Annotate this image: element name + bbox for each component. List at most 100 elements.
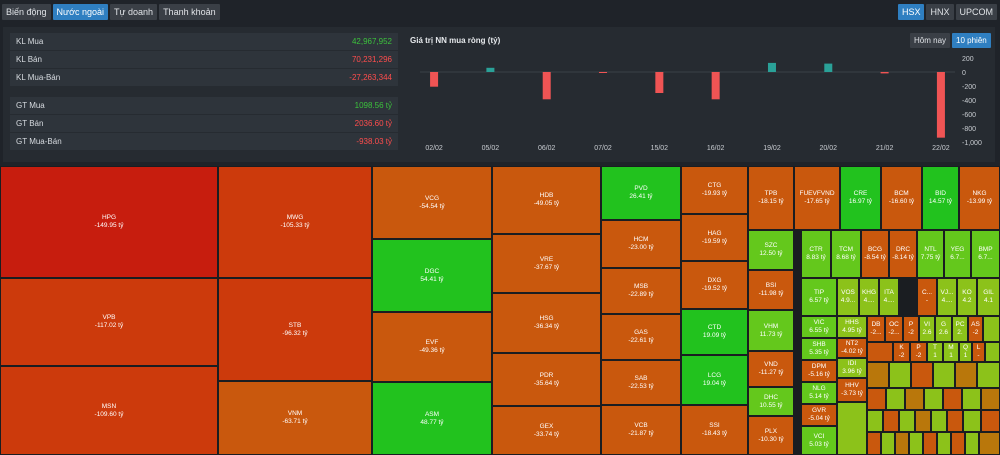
treemap-cell-bcg[interactable]: BCG -8.54 tỷ — [861, 230, 889, 278]
tab-tu-doanh[interactable]: Tự doanh — [110, 4, 158, 20]
treemap-cell-vic[interactable]: VIC 6.55 tỷ — [801, 316, 837, 338]
treemap-cell[interactable] — [889, 362, 911, 388]
treemap-cell[interactable] — [937, 432, 951, 455]
treemap-cell[interactable] — [909, 432, 923, 455]
treemap-cell-vcg[interactable]: VCG -54.54 tỷ — [372, 166, 492, 239]
treemap-cell-szc[interactable]: SZC 12.50 tỷ — [748, 230, 794, 270]
treemap-cell[interactable] — [933, 362, 955, 388]
treemap-cell-evf[interactable]: EVF -49.36 tỷ — [372, 312, 492, 382]
treemap-cell-vcb[interactable]: VCB -21.87 tỷ — [601, 405, 681, 455]
treemap-cell-ko[interactable]: KO 4.2 — [957, 278, 977, 316]
treemap-cell-ita[interactable]: ITA 4.... — [879, 278, 899, 316]
treemap-cell-ntl[interactable]: NTL 7.75 tỷ — [917, 230, 944, 278]
treemap-cell[interactable] — [867, 410, 883, 432]
treemap-cell-fuevfvnd[interactable]: FUEVFVND -17.65 tỷ — [794, 166, 840, 230]
exchange-tab-upcom[interactable]: UPCOM — [955, 4, 997, 20]
treemap-cell[interactable] — [955, 362, 977, 388]
range-button-10-phien[interactable]: 10 phiên — [952, 33, 991, 48]
treemap-cell-msb[interactable]: MSB -22.89 tỷ — [601, 268, 681, 314]
treemap-cell-pdr[interactable]: PDR -35.64 tỷ — [492, 353, 601, 406]
treemap-cell-dxg[interactable]: DXG -19.52 tỷ — [681, 261, 748, 309]
treemap-cell[interactable] — [886, 388, 905, 410]
treemap-cell-dpm[interactable]: DPM -5.16 tỷ — [801, 360, 837, 382]
treemap-cell-sab[interactable]: SAB -22.53 tỷ — [601, 360, 681, 405]
treemap-cell-tpb[interactable]: TPB -18.15 tỷ — [748, 166, 794, 230]
treemap-cell-k[interactable]: K -2 — [893, 342, 910, 362]
treemap-cell-ctg[interactable]: CTG -19.93 tỷ — [681, 166, 748, 214]
treemap-cell-ctr[interactable]: CTR 8.83 tỷ — [801, 230, 831, 278]
treemap-cell-hpg[interactable]: HPG -149.95 tỷ — [0, 166, 218, 278]
treemap-cell[interactable] — [962, 388, 981, 410]
treemap-cell[interactable] — [979, 432, 1000, 455]
tab-nuoc-ngoai[interactable]: Nước ngoài — [52, 4, 108, 20]
treemap-cell-hcm[interactable]: HCM -23.00 tỷ — [601, 220, 681, 268]
treemap-cell[interactable] — [867, 342, 893, 362]
treemap-cell[interactable] — [985, 342, 1000, 362]
treemap-cell-vpb[interactable]: VPB -117.02 tỷ — [0, 278, 218, 366]
treemap-cell[interactable] — [943, 388, 962, 410]
treemap-cell[interactable] — [981, 388, 1000, 410]
treemap-cell[interactable] — [895, 432, 909, 455]
treemap-cell-nt2[interactable]: NT2 -4.02 tỷ — [837, 338, 867, 358]
treemap-cell[interactable] — [931, 410, 947, 432]
treemap-cell-vhm[interactable]: VHM 11.73 tỷ — [748, 310, 794, 351]
treemap-cell-asm[interactable]: ASM 48.77 tỷ — [372, 382, 492, 455]
treemap-cell-bsi[interactable]: BSI -11.98 tỷ — [748, 270, 794, 310]
treemap-cell-gas[interactable]: GAS -22.61 tỷ — [601, 314, 681, 360]
treemap-cell[interactable] — [899, 410, 915, 432]
tab-thanh-khoan[interactable]: Thanh khoản — [159, 4, 220, 20]
treemap-cell-vi[interactable]: VI 2.6 — [919, 316, 935, 342]
exchange-tab-hnx[interactable]: HNX — [926, 4, 954, 20]
treemap-cell-tip[interactable]: TIP 6.57 tỷ — [801, 278, 837, 316]
treemap-cell-tcm[interactable]: TCM 8.68 tỷ — [831, 230, 861, 278]
treemap-cell[interactable] — [915, 410, 931, 432]
treemap-cell-drc[interactable]: DRC -8.14 tỷ — [889, 230, 917, 278]
treemap-cell[interactable] — [983, 316, 1000, 342]
treemap-cell-vnm[interactable]: VNM -63.71 tỷ — [218, 381, 372, 455]
treemap-cell-shb[interactable]: SHB 5.35 tỷ — [801, 338, 837, 360]
treemap-cell-gvr[interactable]: GVR -5.04 tỷ — [801, 404, 837, 426]
treemap-cell[interactable] — [947, 410, 963, 432]
treemap-cell[interactable] — [923, 432, 937, 455]
treemap-cell-yeg[interactable]: YEG 6.7... — [944, 230, 971, 278]
tab-bien-dong[interactable]: Biến động — [2, 4, 51, 20]
treemap-cell-hdb[interactable]: HDB -49.05 tỷ — [492, 166, 601, 234]
treemap-cell-vos[interactable]: VOS 4.9... — [837, 278, 859, 316]
exchange-tab-hsx[interactable]: HSX — [897, 4, 925, 20]
treemap-cell[interactable] — [837, 402, 867, 455]
treemap-cell-vj[interactable]: VJ... 4.... — [937, 278, 957, 316]
treemap-cell-pc[interactable]: PC 2. — [952, 316, 968, 342]
treemap-cell-bmp[interactable]: BMP 6.7... — [971, 230, 1000, 278]
treemap-cell[interactable] — [883, 410, 899, 432]
treemap-cell-ssi[interactable]: SSI -18.43 tỷ — [681, 405, 748, 455]
treemap-cell-mwg[interactable]: MWG -105.33 tỷ — [218, 166, 372, 278]
treemap-cell-c[interactable]: C... - — [917, 278, 937, 316]
treemap-cell[interactable] — [924, 388, 943, 410]
treemap-cell-stb[interactable]: STB -96.32 tỷ — [218, 278, 372, 381]
treemap-cell-p[interactable]: P -2 — [910, 342, 927, 362]
treemap-cell-gex[interactable]: GEX -33.74 tỷ — [492, 406, 601, 455]
treemap-cell-oc[interactable]: OC -2... — [885, 316, 903, 342]
treemap-cell-nlg[interactable]: NLG 5.14 tỷ — [801, 382, 837, 404]
treemap-cell-bcm[interactable]: BCM -16.60 tỷ — [881, 166, 922, 230]
treemap-cell-cre[interactable]: CRE 16.97 tỷ — [840, 166, 881, 230]
treemap-cell[interactable] — [977, 362, 1000, 388]
treemap-cell-db[interactable]: DB -2... — [867, 316, 885, 342]
treemap-cell[interactable] — [905, 388, 924, 410]
treemap-cell-vci[interactable]: VCI 5.03 tỷ — [801, 426, 837, 455]
treemap-cell-g[interactable]: G 2.6 — [935, 316, 952, 342]
treemap-cell-nkg[interactable]: NKG -13.99 tỷ — [959, 166, 1000, 230]
treemap-cell[interactable] — [867, 362, 889, 388]
treemap-cell-plx[interactable]: PLX -10.30 tỷ — [748, 416, 794, 455]
treemap-cell[interactable] — [951, 432, 965, 455]
treemap-cell-hag[interactable]: HAG -19.59 tỷ — [681, 214, 748, 261]
treemap-cell[interactable] — [965, 432, 979, 455]
treemap-cell-gil[interactable]: GIL 4.1 — [977, 278, 1000, 316]
treemap-cell[interactable] — [963, 410, 981, 432]
treemap-cell-vre[interactable]: VRE -37.67 tỷ — [492, 234, 601, 293]
treemap-cell-bid[interactable]: BID 14.57 tỷ — [922, 166, 959, 230]
range-button-hom-nay[interactable]: Hôm nay — [910, 33, 951, 48]
treemap-cell-dhc[interactable]: DHC 10.55 tỷ — [748, 387, 794, 416]
